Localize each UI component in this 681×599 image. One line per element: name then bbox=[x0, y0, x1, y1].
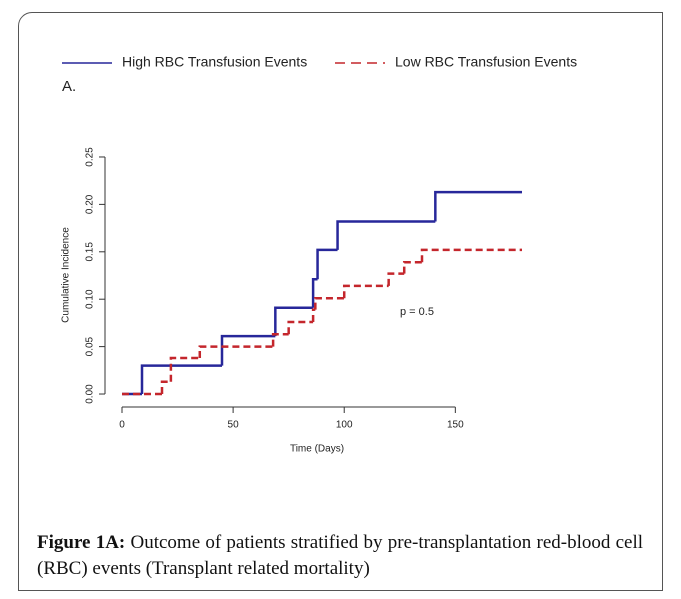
y-tick-label: 0.25 bbox=[85, 147, 96, 167]
step-segment bbox=[140, 364, 222, 395]
step-segment bbox=[387, 272, 405, 286]
y-tick-label: 0.05 bbox=[85, 336, 96, 356]
caption-text: Outcome of patients stratified by pre-tr… bbox=[37, 532, 644, 579]
step-segment bbox=[314, 297, 345, 310]
step-segment bbox=[311, 308, 316, 322]
step-segment bbox=[311, 278, 318, 308]
x-axis-label: Time (Days) bbox=[290, 444, 344, 455]
y-tick-label: 0.00 bbox=[85, 384, 96, 404]
x-tick-label: 50 bbox=[228, 420, 240, 431]
step-segment bbox=[274, 306, 314, 337]
y-tick-label: 0.15 bbox=[85, 242, 96, 262]
chart: A. Time (Days) Cumulative Incidence p = … bbox=[61, 54, 577, 455]
x-tick-label: 100 bbox=[336, 420, 353, 431]
step-segment bbox=[287, 320, 314, 335]
figure-frame bbox=[18, 12, 663, 591]
x-tick-label: 150 bbox=[447, 420, 464, 431]
step-segment bbox=[169, 356, 200, 382]
step-segment bbox=[434, 190, 522, 222]
legend-text: High RBC Transfusion Events bbox=[122, 54, 307, 70]
step-segment bbox=[336, 220, 436, 250]
step-segment bbox=[198, 345, 274, 358]
y-axis-label: Cumulative Incidence bbox=[61, 227, 72, 323]
step-segment bbox=[342, 284, 389, 299]
step-segment bbox=[420, 248, 522, 263]
caption: Figure 1A: Outcome of patients stratifie… bbox=[37, 530, 643, 582]
panel-label: A. bbox=[62, 78, 76, 95]
y-tick-label: 0.10 bbox=[85, 289, 96, 309]
step-segment bbox=[160, 380, 171, 395]
caption-label: Figure 1A: bbox=[37, 532, 126, 553]
step-segment bbox=[402, 260, 422, 274]
step-segment bbox=[271, 333, 289, 347]
y-tick-label: 0.20 bbox=[85, 194, 96, 214]
annotation: p = 0.5 bbox=[400, 306, 434, 318]
legend-text: Low RBC Transfusion Events bbox=[395, 54, 577, 70]
step-segment bbox=[316, 248, 338, 280]
step-segment bbox=[220, 334, 276, 366]
x-tick-label: 0 bbox=[119, 420, 125, 431]
